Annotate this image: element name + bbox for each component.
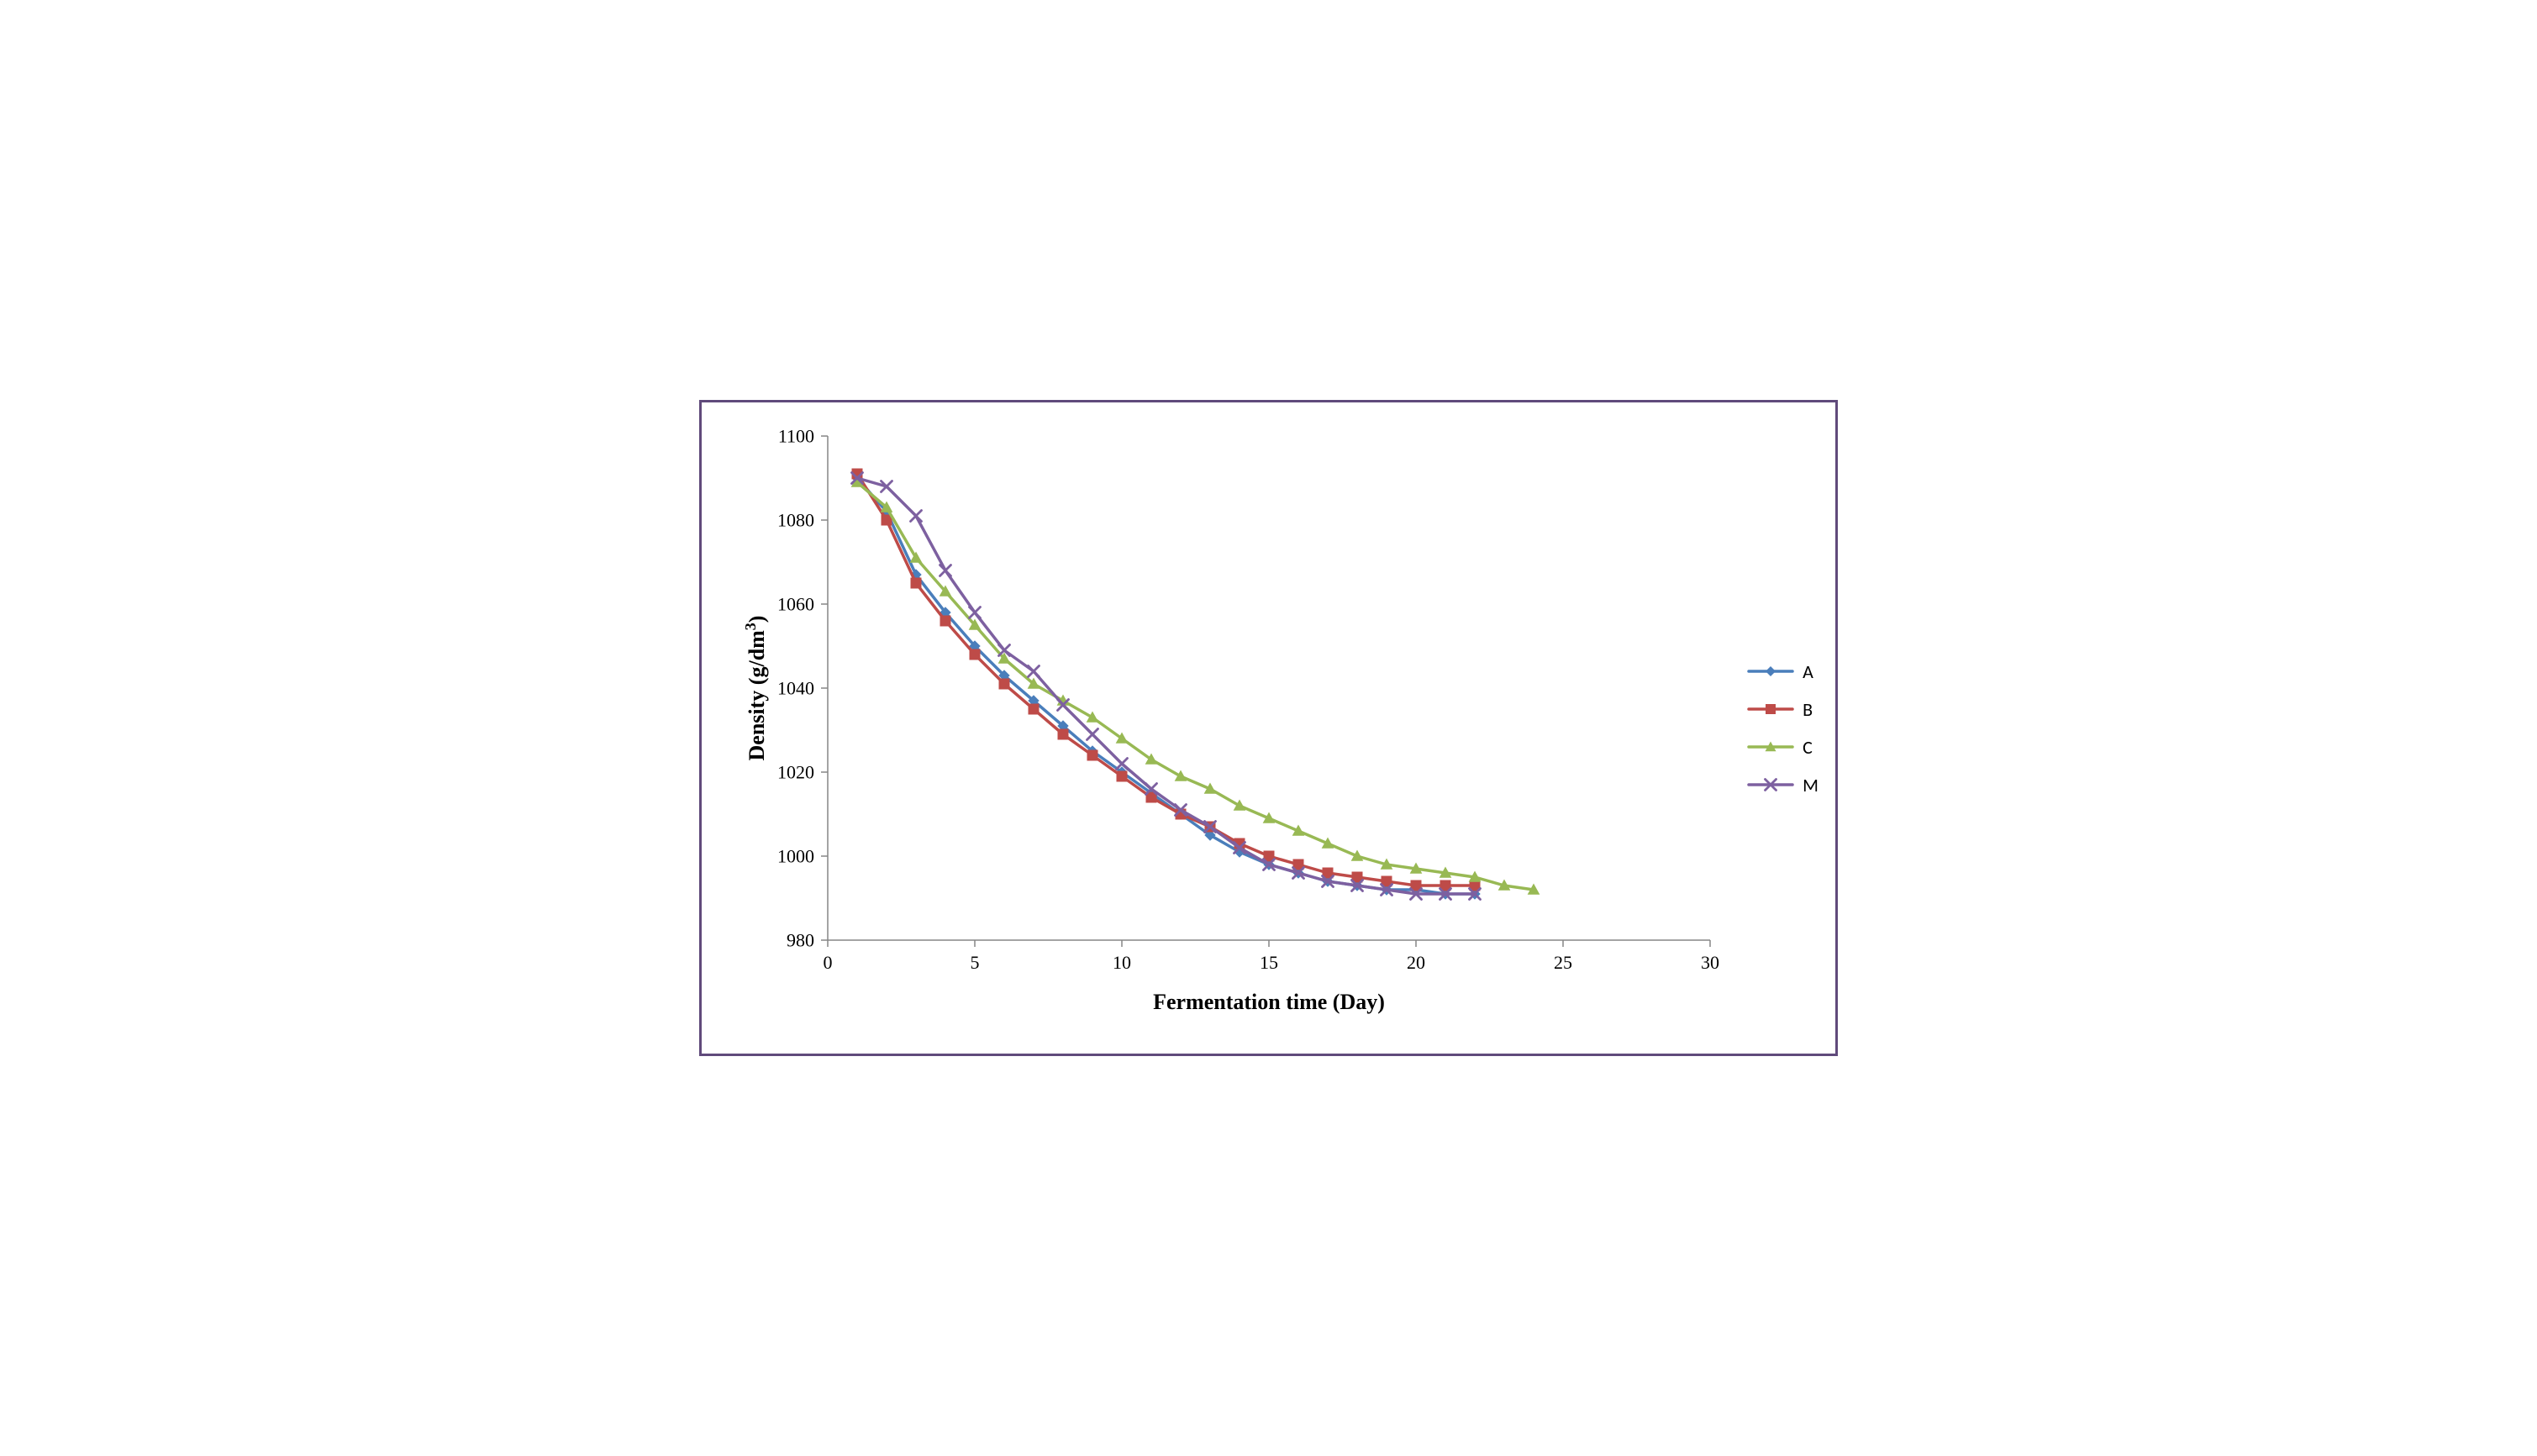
figure-wrap: 0 5 10 15 20 25 30 980 1000 1020 1040 1060 1080 1100 F… xyxy=(718,419,1819,1037)
legend-item-A: A xyxy=(1747,660,1819,683)
y-tick-label: 980 xyxy=(787,930,814,951)
legend-swatch xyxy=(1747,662,1794,681)
y-tick-label: 1040 xyxy=(777,678,814,699)
legend-label: C xyxy=(1803,736,1813,759)
x-tick-label: 30 xyxy=(1701,952,1719,973)
legend-label: B xyxy=(1803,698,1813,721)
x-tick-label: 10 xyxy=(1113,952,1131,973)
legend-label: A xyxy=(1803,660,1813,683)
y-tick-label: 1000 xyxy=(777,846,814,867)
legend-label: M xyxy=(1803,774,1819,796)
legend-swatch xyxy=(1747,775,1794,794)
x-axis-label: Fermentation time (Day) xyxy=(1153,990,1385,1014)
y-axis-label: Density (g/dm3) xyxy=(742,616,769,761)
y-tick-label: 1020 xyxy=(777,762,814,783)
x-tick-label: 25 xyxy=(1554,952,1572,973)
x-tick-label: 0 xyxy=(824,952,833,973)
legend-item-M: M xyxy=(1747,774,1819,796)
x-tick-label: 20 xyxy=(1407,952,1425,973)
legend-item-C: C xyxy=(1747,736,1819,759)
x-tick-label: 5 xyxy=(971,952,980,973)
legend: ABCM xyxy=(1747,660,1819,796)
y-tick-label: 1100 xyxy=(778,426,814,447)
x-tick-label: 15 xyxy=(1260,952,1278,973)
legend-swatch xyxy=(1747,700,1794,718)
y-tick-label: 1060 xyxy=(777,594,814,615)
legend-item-B: B xyxy=(1747,698,1819,721)
chart-outer-frame: 0 5 10 15 20 25 30 980 1000 1020 1040 1060 1080 1100 F… xyxy=(699,400,1838,1056)
legend-swatch xyxy=(1747,738,1794,756)
y-tick-label: 1080 xyxy=(777,510,814,531)
chart-plot-area: 0 5 10 15 20 25 30 980 1000 1020 1040 1060 1080 1100 F… xyxy=(718,419,1727,1037)
